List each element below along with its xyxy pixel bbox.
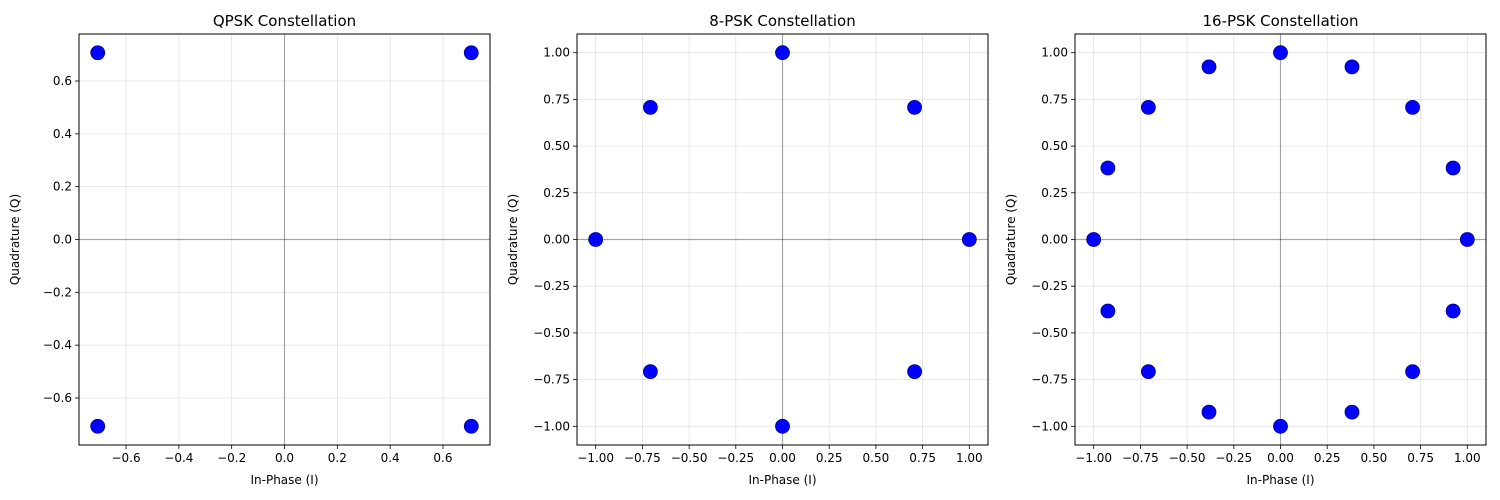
x-tick-label: 1.00 <box>1454 451 1481 465</box>
x-tick-label: −1.00 <box>1075 451 1112 465</box>
constellation-point <box>463 418 479 434</box>
constellation-point <box>1086 232 1102 247</box>
constellation-point <box>775 418 790 434</box>
y-axis-label: Quadrature (Q) <box>1004 194 1018 285</box>
y-tick-label: −0.75 <box>533 373 570 387</box>
y-tick-label: −0.2 <box>43 285 72 299</box>
y-tick-label: 0.75 <box>543 92 570 106</box>
constellation-point <box>90 418 106 434</box>
y-tick-label: 0.0 <box>53 233 72 247</box>
x-tick-label: 0.4 <box>381 451 400 465</box>
x-tick-label: 0.00 <box>1267 451 1294 465</box>
plot-title: 8-PSK Constellation <box>709 12 855 30</box>
y-tick-label: 1.00 <box>1041 46 1068 60</box>
x-tick-label: 0.2 <box>328 451 347 465</box>
x-tick-label: −0.50 <box>1169 451 1206 465</box>
constellation-point <box>907 100 922 115</box>
y-tick-label: 0.4 <box>53 127 72 141</box>
y-tick-label: −0.50 <box>533 326 570 340</box>
x-tick-label: −0.4 <box>164 451 193 465</box>
constellation-point <box>643 364 658 379</box>
y-tick-label: 1.00 <box>543 46 570 60</box>
plot-title: QPSK Constellation <box>213 12 356 30</box>
x-tick-label: 0.6 <box>433 451 452 465</box>
x-axis-label: In-Phase (I) <box>748 473 816 487</box>
y-tick-label: −0.75 <box>1031 373 1068 387</box>
y-tick-label: 0.25 <box>1041 186 1068 200</box>
y-tick-label: 0.00 <box>1041 233 1068 247</box>
y-tick-label: −1.00 <box>533 419 570 433</box>
x-tick-label: −0.25 <box>1215 451 1252 465</box>
y-tick-label: 0.00 <box>543 233 570 247</box>
constellation-point <box>643 100 658 115</box>
constellation-point <box>90 45 106 61</box>
x-tick-label: 1.00 <box>956 451 983 465</box>
constellation-point <box>907 364 922 379</box>
x-tick-label: 0.00 <box>769 451 796 465</box>
constellation-point <box>1141 364 1156 379</box>
x-tick-label: −0.6 <box>111 451 140 465</box>
x-tick-label: 0.25 <box>1314 451 1341 465</box>
y-tick-label: 0.75 <box>1041 92 1068 106</box>
y-tick-label: 0.6 <box>53 74 72 88</box>
y-axis-label: Quadrature (Q) <box>8 194 22 285</box>
y-tick-label: −1.00 <box>1031 419 1068 433</box>
constellation-point <box>1100 303 1116 319</box>
constellation-point <box>961 232 977 247</box>
constellation-point <box>1459 232 1475 247</box>
constellation-point <box>1405 100 1420 115</box>
constellation-point <box>775 45 790 61</box>
x-axis-label: In-Phase (I) <box>250 473 318 487</box>
plot-title: 16-PSK Constellation <box>1202 12 1358 30</box>
x-axis-label: In-Phase (I) <box>1246 473 1314 487</box>
constellation-point <box>1273 45 1288 61</box>
subplot-2: −1.00 −0.75 −0.50 −0.25 0.00 0.25 0.50 0.75 1.00… <box>506 12 989 487</box>
constellation-point <box>588 232 604 247</box>
x-tick-label: −0.75 <box>1122 451 1159 465</box>
subplot-1: −0.6 −0.4 −0.2 0.0 0.2 0.4 0.6 −0.6 −0.4 −0.2 0.0 0… <box>8 12 491 487</box>
x-tick-label: 0.75 <box>1407 451 1434 465</box>
y-tick-label: −0.50 <box>1031 326 1068 340</box>
x-tick-label: 0.50 <box>1361 451 1388 465</box>
y-axis-label: Quadrature (Q) <box>506 194 520 285</box>
x-tick-label: −0.75 <box>624 451 661 465</box>
constellation-point <box>1201 404 1217 420</box>
y-tick-label: −0.6 <box>43 391 72 405</box>
y-tick-label: −0.25 <box>1031 279 1068 293</box>
y-tick-label: 0.50 <box>543 139 570 153</box>
constellation-point <box>1273 418 1288 434</box>
x-tick-label: −0.2 <box>217 451 246 465</box>
x-tick-label: 0.0 <box>275 451 294 465</box>
x-tick-label: 0.50 <box>863 451 890 465</box>
x-tick-label: 0.75 <box>909 451 936 465</box>
x-tick-label: −0.50 <box>671 451 708 465</box>
y-tick-label: 0.2 <box>53 180 72 194</box>
x-tick-label: −0.25 <box>717 451 754 465</box>
constellation-point <box>1445 303 1461 319</box>
constellation-point <box>1344 404 1360 420</box>
constellation-point <box>1405 364 1420 379</box>
x-tick-label: −1.00 <box>577 451 614 465</box>
constellation-point <box>1100 160 1116 176</box>
constellation-point <box>463 45 479 61</box>
constellation-point <box>1201 59 1217 75</box>
constellation-point <box>1141 100 1156 115</box>
constellation-point <box>1445 160 1461 176</box>
y-tick-label: −0.4 <box>43 338 72 352</box>
x-tick-label: 0.25 <box>816 451 843 465</box>
constellation-point <box>1344 59 1360 75</box>
y-tick-label: 0.25 <box>543 186 570 200</box>
y-tick-label: 0.50 <box>1041 139 1068 153</box>
y-tick-label: −0.25 <box>533 279 570 293</box>
subplot-3: −1.00 −0.75 −0.50 −0.25 0.00 0.25 0.50 0.75 1.00… <box>1004 12 1487 487</box>
